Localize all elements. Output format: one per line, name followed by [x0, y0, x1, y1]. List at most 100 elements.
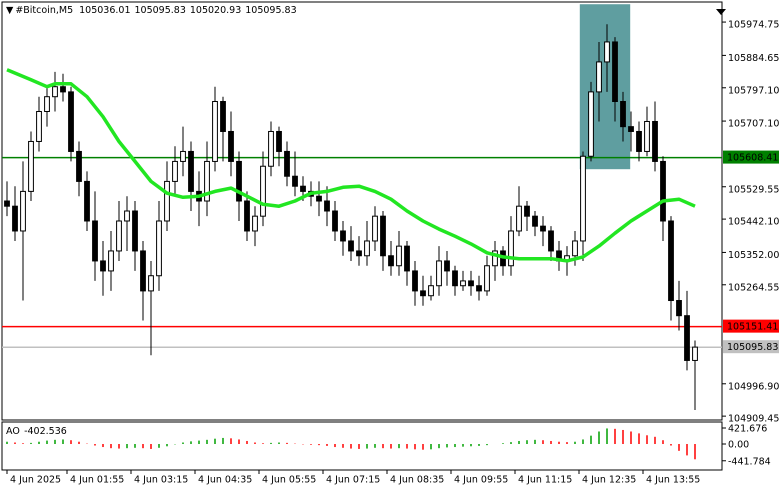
candle-body: [436, 260, 442, 287]
candle-body: [660, 160, 666, 222]
candle-body: [516, 205, 522, 232]
oscillator-bar: [390, 444, 392, 449]
x-tick-label: 4 Jun 09:55: [454, 475, 508, 486]
candle-body: [4, 200, 10, 207]
oscillator-bar: [358, 444, 360, 449]
oscillator-bar: [614, 428, 616, 445]
oscillator-bar: [222, 437, 224, 445]
candle-body: [68, 91, 74, 152]
oscillator-bar: [462, 444, 464, 447]
candle-body: [92, 220, 98, 262]
y-tick-label: 105974.75: [728, 20, 779, 31]
candle-body: [396, 245, 402, 267]
y-tick-label: 105707.10: [728, 119, 779, 130]
oscillator-y-tick-label: 0.00: [728, 440, 749, 451]
candle-body: [372, 215, 378, 242]
oscillator-bar: [110, 444, 112, 449]
candle-body: [588, 91, 594, 157]
oscillator-bar: [6, 441, 8, 445]
oscillator-bar: [118, 444, 120, 449]
oscillator-y-tick-label: 421.676: [728, 424, 767, 435]
oscillator-bar: [470, 444, 472, 447]
candle-body: [484, 265, 490, 292]
candle-body: [172, 160, 178, 182]
header-close: 105095.83: [245, 5, 296, 16]
highlight-zone: [579, 4, 631, 170]
oscillator-bar: [286, 442, 288, 445]
oscillator-bar: [398, 444, 400, 449]
candle-body: [452, 270, 458, 287]
candle-body: [228, 130, 234, 162]
y-tick-label: 105264.55: [728, 282, 779, 293]
oscillator-bar: [342, 444, 344, 448]
oscillator-bar: [142, 444, 144, 449]
oscillator-bar: [622, 429, 624, 445]
candle-body: [604, 41, 610, 63]
plot: [2, 4, 722, 460]
candle-body: [444, 260, 450, 272]
oscillator-bar: [182, 442, 184, 445]
candle-body: [492, 250, 498, 267]
y-tick-label: 104996.90: [728, 381, 779, 392]
oscillator-bar: [278, 442, 280, 445]
scroll-marker: [716, 9, 726, 15]
oscillator-bar: [382, 444, 384, 449]
oscillator-bar: [542, 440, 544, 445]
oscillator-bar: [134, 444, 136, 448]
oscillator-bar: [406, 444, 408, 449]
oscillator-name: AO: [6, 426, 20, 437]
candle-body: [668, 220, 674, 302]
candle-body: [628, 126, 634, 132]
candle-body: [404, 245, 410, 272]
x-tick-label: 4 Jun 03:15: [134, 475, 188, 486]
candle-body: [212, 101, 218, 162]
oscillator-bar: [310, 444, 312, 445]
x-tick-label: 4 Jun 05:55: [262, 475, 316, 486]
oscillator-bar: [438, 444, 440, 449]
chart-header: ▼ #Bitcoin,M5 105036.01 105095.83 105020.93 1…: [6, 5, 297, 16]
oscillator-bar: [518, 440, 520, 445]
oscillator-bar: [654, 436, 656, 445]
level-tag-label: 105095.83: [727, 342, 778, 353]
candle-body: [380, 215, 386, 257]
oscillator-bar: [670, 444, 672, 446]
candle-body: [476, 285, 482, 292]
y-tick-label: 105884.65: [728, 53, 779, 64]
candle-body: [388, 255, 394, 267]
symbol-title: #Bitcoin,M5: [15, 5, 73, 16]
oscillator-bar: [270, 442, 272, 445]
candle-body: [532, 215, 538, 227]
oscillator-bar: [374, 444, 376, 448]
candle-body: [684, 315, 690, 361]
candle-body: [676, 300, 682, 317]
level-tag-label: 105608.41: [727, 153, 778, 164]
oscillator-bar: [198, 440, 200, 445]
oscillator-bar: [646, 435, 648, 445]
y-tick-label: 105442.10: [728, 217, 779, 228]
candle-body: [252, 215, 258, 232]
x-tick-label: 4 Jun 04:35: [198, 475, 252, 486]
candle-body: [44, 96, 50, 112]
candle-body: [332, 210, 338, 232]
oscillator-bar: [478, 444, 480, 446]
oscillator-bar: [102, 444, 104, 448]
candle-body: [276, 130, 282, 152]
candle-body: [572, 240, 578, 257]
candle-body: [548, 230, 554, 252]
oscillator-bar: [38, 441, 40, 445]
oscillator-bar: [246, 440, 248, 445]
oscillator-bar: [62, 439, 64, 445]
oscillator-bar: [22, 443, 24, 445]
candle-body: [468, 280, 474, 287]
x-tick-label: 4 Jun 07:15: [326, 475, 380, 486]
oscillator-bar: [606, 428, 608, 445]
candle-body: [412, 270, 418, 292]
oscillator-bar: [454, 444, 456, 448]
candle-body: [28, 140, 34, 192]
oscillator-bar: [190, 441, 192, 445]
oscillator-bar: [350, 444, 352, 449]
oscillator-bar: [46, 440, 48, 445]
candle-body: [180, 150, 186, 162]
candle-body: [324, 200, 330, 212]
